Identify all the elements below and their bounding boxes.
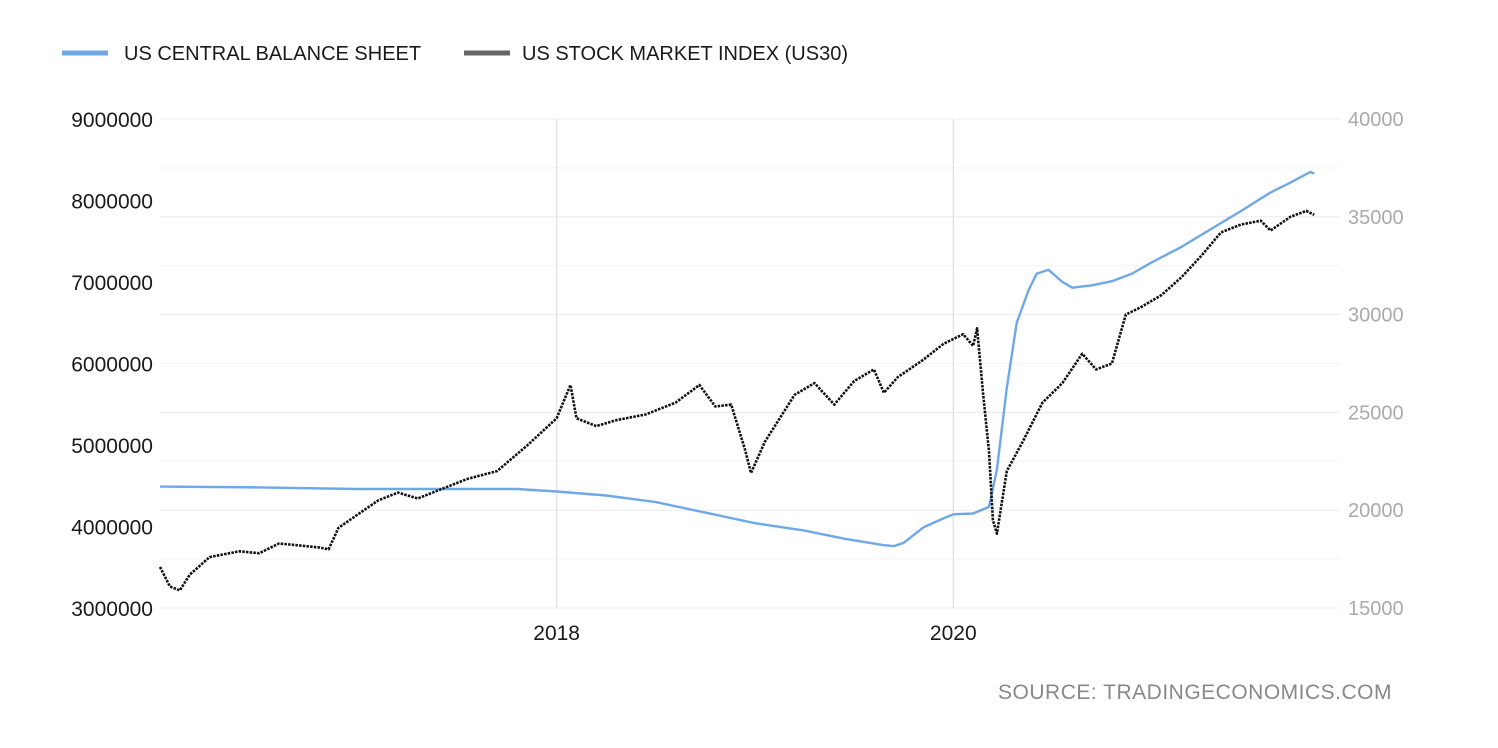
y-left-tick-label: 3000000 [71, 598, 153, 621]
x-tick-label: 2020 [930, 622, 977, 645]
y-right-tick-label: 35000 [1348, 207, 1404, 229]
y-left-tick-label: 9000000 [71, 109, 153, 132]
y-right-tick-label: 25000 [1348, 402, 1404, 424]
y-right-tick-label: 30000 [1348, 305, 1404, 327]
legend-label-balance-sheet: US CENTRAL BALANCE SHEET [124, 43, 421, 65]
y-left-tick-label: 6000000 [71, 354, 153, 377]
legend-label-stock-index: US STOCK MARKET INDEX (US30) [522, 43, 848, 65]
gridlines [160, 118, 1340, 609]
y-left-tick-label: 7000000 [71, 272, 153, 295]
y-left-tick-label: 8000000 [71, 191, 153, 214]
y-axis-right: 15000 20000 25000 30000 35000 40000 [1348, 109, 1404, 620]
y-right-tick-label: 20000 [1348, 500, 1404, 522]
legend: US CENTRAL BALANCE SHEET US STOCK MARKET… [62, 43, 848, 65]
y-right-tick-label: 15000 [1348, 598, 1404, 620]
source-label: SOURCE: TRADINGECONOMICS.COM [998, 681, 1392, 704]
y-left-tick-label: 4000000 [71, 517, 153, 540]
y-right-tick-label: 40000 [1348, 109, 1404, 131]
y-axis-left: 3000000 4000000 5000000 6000000 7000000 80000… [71, 109, 153, 621]
series-line-stock-index [158, 209, 1315, 592]
plot-lines [158, 170, 1315, 592]
series-line-balance-sheet [159, 170, 1315, 548]
x-axis: 2018 2020 [533, 622, 976, 645]
y-left-tick-label: 5000000 [71, 435, 153, 458]
x-tick-label: 2018 [533, 622, 580, 645]
